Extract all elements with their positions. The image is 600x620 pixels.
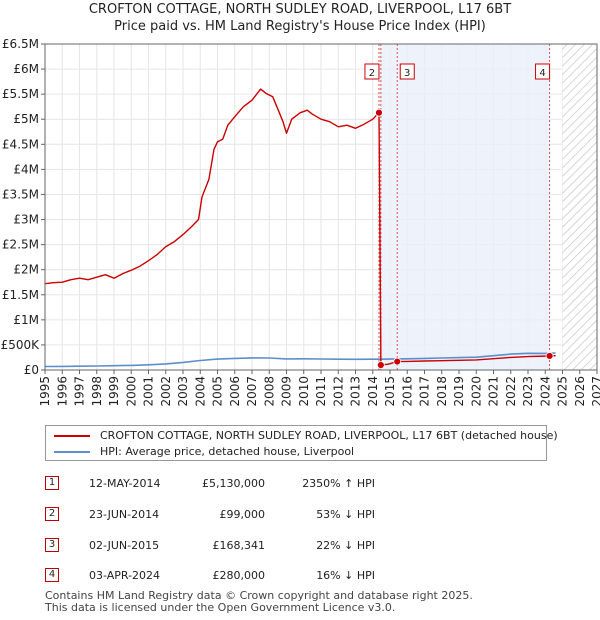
- x-tick-label: 2001: [142, 376, 156, 407]
- y-tick-label: £4M: [13, 162, 39, 176]
- x-tick-label: 2007: [245, 376, 259, 407]
- x-tick-label: 2015: [383, 376, 397, 407]
- x-tick-label: 2013: [349, 376, 363, 407]
- chart: 2 3 4 £0 £500K £1M £1.5M £2M £2.5M £3M £3.5M £4M £4…: [1, 37, 600, 407]
- x-tick-label: 2020: [469, 376, 483, 407]
- x-tick-label: 2023: [521, 376, 535, 407]
- x-tick-label: 2024: [538, 376, 552, 407]
- legend-swatch-property: [54, 435, 90, 437]
- sale-point: [376, 361, 385, 369]
- y-tick-label: £6M: [13, 62, 39, 76]
- x-tick-label: 1996: [55, 376, 69, 407]
- legend-label-property: CROFTON COTTAGE, NORTH SUDLEY ROAD, LIVE…: [100, 429, 558, 442]
- legend-label-hpi: HPI: Average price, detached house, Live…: [100, 445, 355, 458]
- y-tick-label: £5.5M: [2, 87, 39, 101]
- y-tick-label: £3M: [13, 213, 39, 227]
- x-tick-label: 2014: [366, 376, 380, 407]
- chart-marker-4: 4: [535, 63, 551, 80]
- y-tick-label: £4.5M: [2, 137, 39, 151]
- ownership-shading: [379, 44, 550, 370]
- transaction-price: £280,000: [212, 569, 266, 582]
- sale-point: [545, 352, 554, 360]
- x-tick-label: 1995: [38, 376, 52, 407]
- transaction-price: £99,000: [219, 508, 266, 521]
- x-tick-label: 2004: [193, 376, 207, 407]
- transaction-row: 1 12-MAY-2014 £5,130,000 2350% ↑ HPI: [45, 474, 565, 494]
- x-tick-label: 2021: [487, 376, 501, 407]
- chart-marker-label: 4: [539, 68, 545, 79]
- x-tick-label: 2003: [176, 376, 190, 407]
- footer-copyright: Contains HM Land Registry data © Crown c…: [45, 589, 473, 602]
- hpi-line: [44, 352, 556, 368]
- y-tick-label: £3.5M: [2, 187, 39, 201]
- chart-marker-label: 2: [369, 68, 375, 79]
- legend: CROFTON COTTAGE, NORTH SUDLEY ROAD, LIVE…: [45, 425, 558, 461]
- x-tick-label: 2002: [159, 376, 173, 407]
- y-tick-label: £500K: [1, 338, 41, 352]
- y-tick-label: £0: [24, 363, 39, 377]
- transaction-hpi: 53% ↓ HPI: [316, 508, 375, 521]
- x-tick-label: 2016: [400, 376, 414, 407]
- y-tick-label: £6.5M: [2, 37, 39, 51]
- x-tick-label: 2009: [280, 376, 294, 407]
- y-tick-label: £1M: [13, 313, 39, 327]
- x-tick-label: 1997: [73, 376, 87, 407]
- x-tick-label: 2022: [504, 376, 518, 407]
- x-tick-label: 2026: [573, 376, 587, 407]
- y-tick-label: £5M: [13, 112, 39, 126]
- transaction-date: 23-JUN-2014: [89, 508, 160, 521]
- x-tick-label: 2000: [124, 376, 138, 407]
- y-tick-label: £1.5M: [2, 288, 39, 302]
- transaction-hpi: 16% ↓ HPI: [316, 569, 375, 582]
- transaction-date: 03-APR-2024: [89, 569, 161, 582]
- x-tick-label: 2012: [331, 376, 345, 407]
- x-tick-label: 2006: [228, 376, 242, 407]
- transaction-price: £5,130,000: [202, 477, 265, 490]
- footer-license: This data is licensed under the Open Gov…: [45, 601, 396, 614]
- legend-swatch-hpi: [54, 451, 90, 453]
- sale-point: [375, 108, 383, 117]
- chart-marker-label: 3: [404, 68, 410, 79]
- x-tick-label: 2017: [418, 376, 432, 407]
- transaction-row: 4 03-APR-2024 £280,000 16% ↓ HPI: [45, 566, 565, 586]
- chart-title: CROFTON COTTAGE, NORTH SUDLEY ROAD, LIVE…: [88, 2, 512, 17]
- transaction-date: 02-JUN-2015: [89, 539, 160, 552]
- transaction-hpi: 2350% ↑ HPI: [302, 477, 375, 490]
- sale-point: [393, 357, 402, 366]
- x-tick-label: 2019: [452, 376, 466, 407]
- chart-subtitle: Price paid vs. HM Land Registry's House …: [114, 19, 486, 34]
- transaction-number: 2: [45, 507, 59, 521]
- x-tick-label: 2011: [314, 376, 328, 407]
- forecast-hatch: [562, 44, 597, 370]
- x-tick-label: 2008: [262, 376, 276, 407]
- y-tick-label: £2.5M: [2, 238, 39, 252]
- x-tick-label: 2018: [435, 376, 449, 407]
- x-tick-label: 2027: [590, 376, 600, 407]
- chart-marker-2: 2: [364, 63, 380, 80]
- x-tick-label: 1999: [107, 376, 121, 407]
- x-tick-label: 2005: [211, 376, 225, 407]
- chart-marker-box: [364, 63, 380, 80]
- chart-marker-3: 3: [399, 63, 415, 80]
- transaction-row: 3 02-JUN-2015 £168,341 22% ↓ HPI: [45, 536, 565, 556]
- x-tick-label: 1998: [90, 376, 104, 407]
- transaction-price: £168,341: [212, 539, 266, 552]
- transaction-number: 4: [45, 568, 59, 582]
- y-tick-label: £2M: [13, 263, 39, 277]
- transaction-number: 1: [45, 476, 59, 490]
- x-tick-label: 2010: [297, 376, 311, 407]
- transaction-row: 2 23-JUN-2014 £99,000 53% ↓ HPI: [45, 505, 565, 525]
- chart-marker-box: [399, 63, 415, 80]
- x-tick-label: 2025: [556, 376, 570, 407]
- transaction-number: 3: [45, 538, 59, 552]
- transaction-date: 12-MAY-2014: [89, 477, 161, 490]
- transaction-hpi: 22% ↓ HPI: [316, 539, 375, 552]
- chart-marker-box: [535, 63, 551, 80]
